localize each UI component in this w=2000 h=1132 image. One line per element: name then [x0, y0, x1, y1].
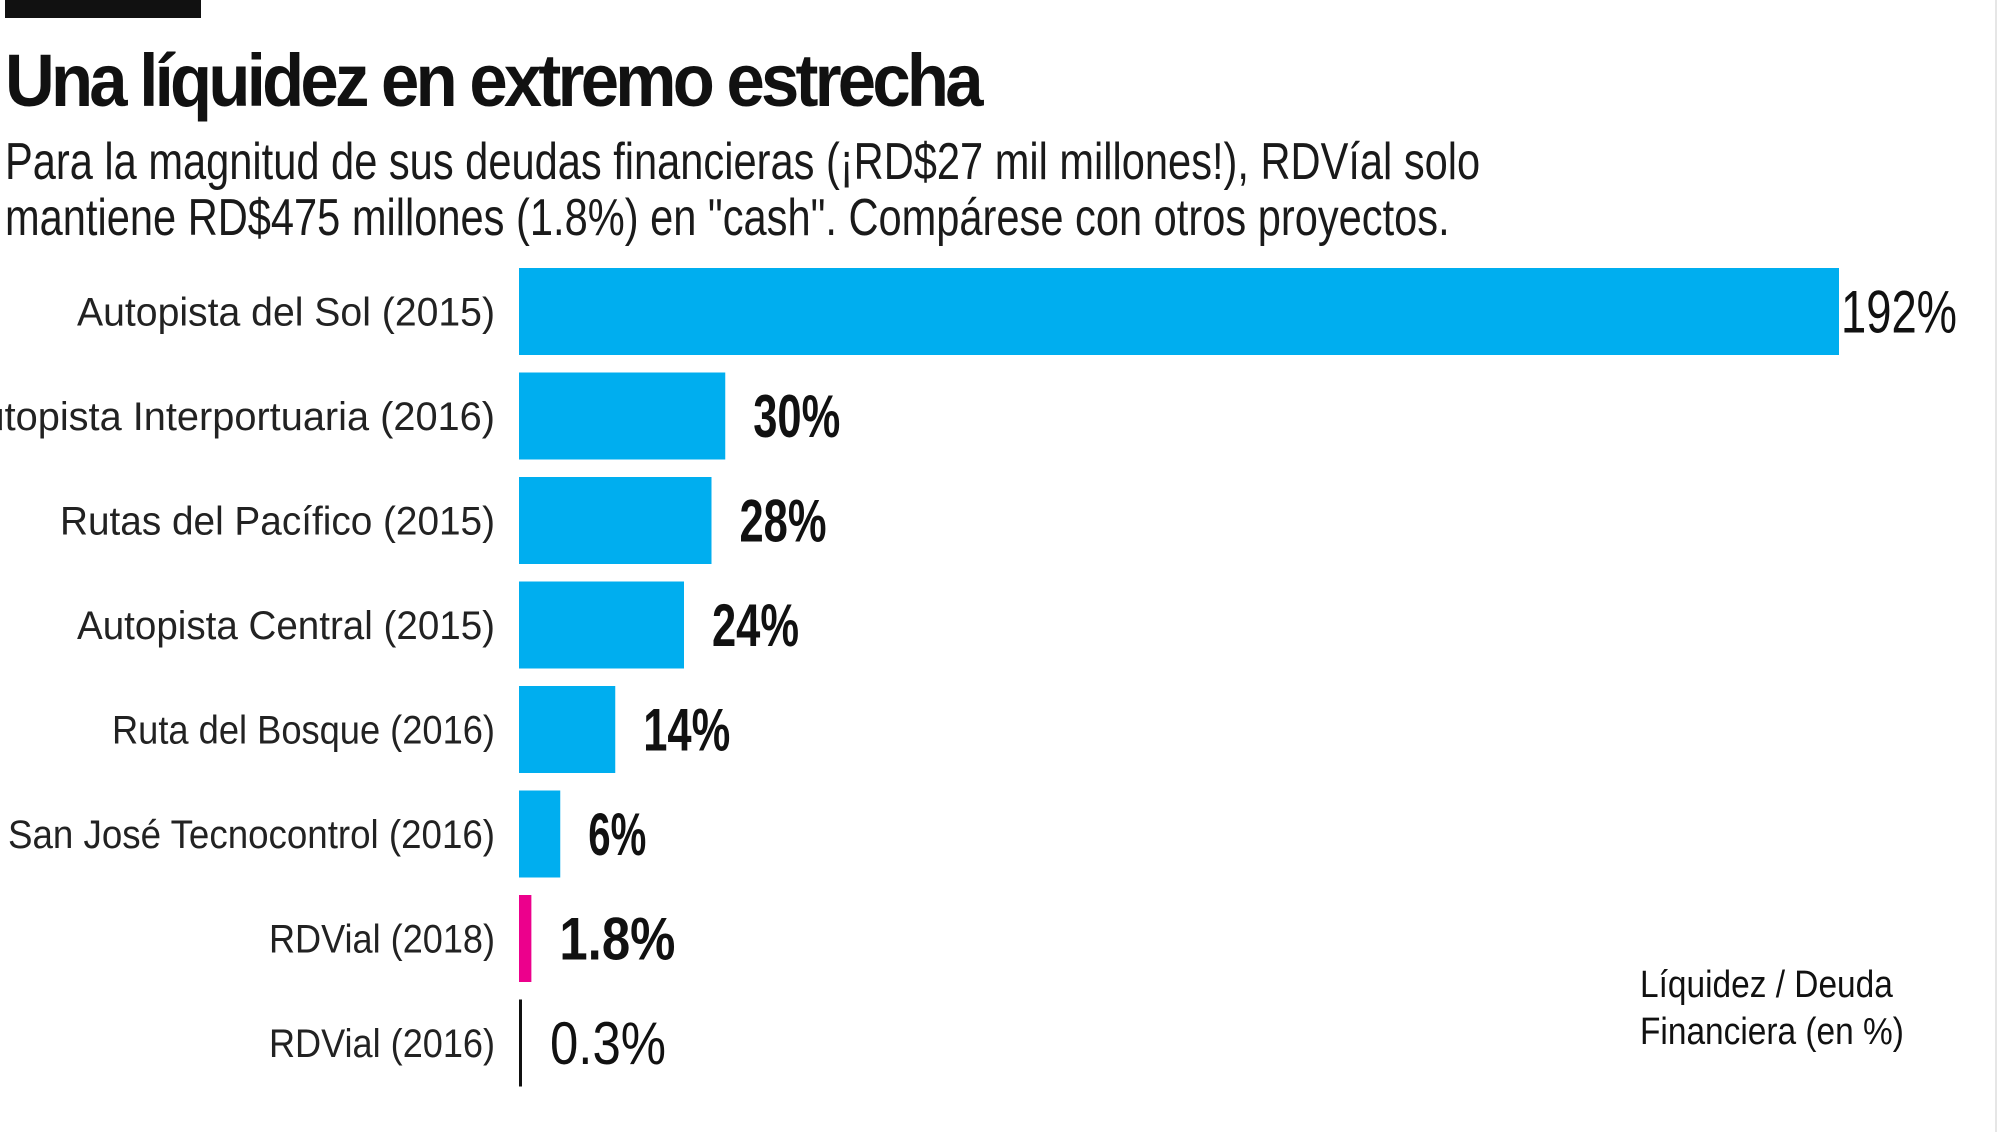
- chart-subtitle-line-2: mantiene RD$475 millones (1.8%) en "cash…: [5, 189, 1450, 247]
- bar-6: [519, 895, 532, 982]
- unit-note-line-1: Líquidez / Deuda: [1640, 964, 1893, 1006]
- chart-subtitle-line-1: Para la magnitud de sus deudas financier…: [5, 133, 1481, 191]
- value-label: 14%: [643, 697, 730, 764]
- unit-note: Líquidez / Deuda Financiera (en %): [1640, 962, 1904, 1056]
- chart-title: Una líquidez en extremo estrecha: [5, 39, 984, 122]
- right-edge-divider: [1995, 0, 1997, 1132]
- value-label: 24%: [712, 592, 799, 659]
- value-label: 0.3%: [550, 1010, 666, 1077]
- bar-3: [519, 581, 684, 669]
- value-label: 6%: [588, 801, 646, 868]
- category-label: RDVial (2018): [269, 918, 495, 962]
- value-label: 30%: [753, 383, 840, 450]
- header-accent-bar: [5, 0, 201, 18]
- category-label: San José Tecnocontrol (2016): [8, 813, 495, 857]
- value-label: 192%: [1841, 279, 1957, 346]
- unit-note-line-2: Financiera (en %): [1640, 1011, 1904, 1053]
- category-label: Autopista Central (2015): [77, 604, 495, 648]
- bar-0: [519, 268, 1839, 355]
- bar-1: [519, 372, 726, 460]
- category-label: Ruta del Bosque (2016): [112, 709, 495, 753]
- value-label: 1.8%: [559, 906, 675, 973]
- category-label: Rutas del Pacífico (2015): [60, 500, 495, 544]
- bar-2: [519, 477, 712, 564]
- value-label: 28%: [740, 488, 827, 555]
- category-label: Autopista del Sol (2015): [77, 291, 495, 335]
- bar-5: [519, 790, 561, 878]
- bar-4: [519, 686, 616, 773]
- bar-7: [519, 999, 522, 1087]
- category-label: Autopista Interportuaria (2016): [0, 395, 495, 439]
- category-label: RDVial (2016): [269, 1022, 495, 1066]
